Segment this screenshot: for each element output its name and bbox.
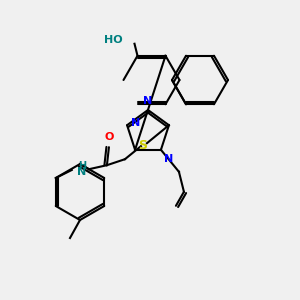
Text: N: N (77, 167, 86, 177)
Text: N: N (164, 154, 173, 164)
Text: N: N (131, 118, 140, 128)
Text: O: O (104, 132, 114, 142)
Text: HO: HO (104, 35, 122, 45)
Text: N: N (143, 96, 153, 106)
Text: H: H (78, 161, 86, 171)
Text: S: S (138, 139, 147, 152)
